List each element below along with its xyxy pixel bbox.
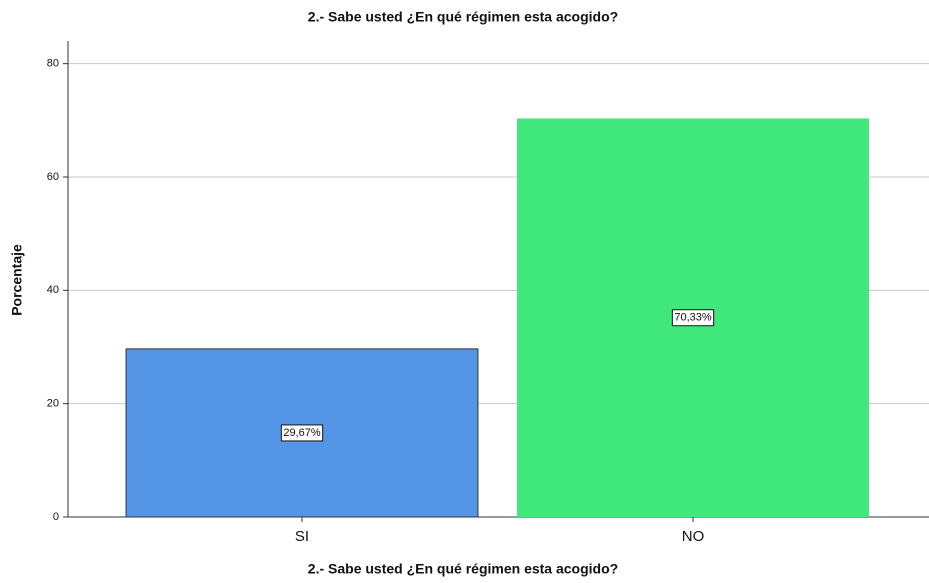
value-label: 29,67% (283, 427, 321, 439)
value-label: 70,33% (674, 312, 712, 324)
y-tick-label: 60 (47, 171, 59, 183)
y-axis-label: Porcentaje (9, 244, 25, 316)
y-tick-label: 40 (47, 284, 59, 296)
x-tick-label: NO (682, 528, 705, 545)
y-tick-label: 20 (47, 398, 59, 410)
chart-title: 2.- Sabe usted ¿En qué régimen esta acog… (308, 9, 618, 25)
x-tick-label: SI (295, 528, 309, 545)
y-tick-label: 0 (53, 511, 59, 523)
value-label-box (671, 309, 715, 327)
x-axis-label: 2.- Sabe usted ¿En qué régimen esta acog… (308, 561, 618, 577)
value-label-box (280, 424, 324, 442)
y-tick-label: 80 (47, 58, 59, 70)
